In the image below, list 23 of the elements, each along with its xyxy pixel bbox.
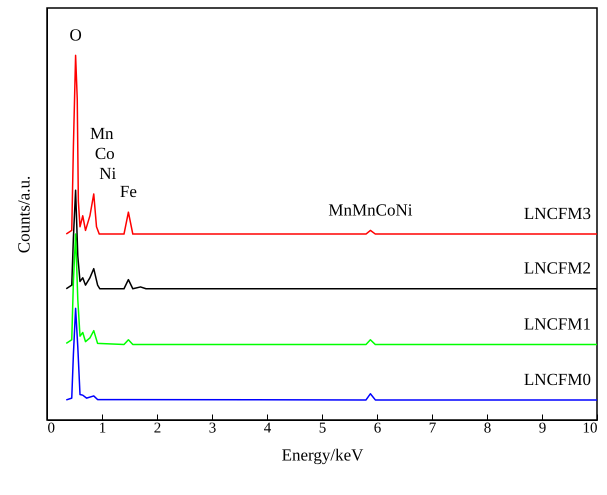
annotation: Co: [94, 144, 115, 163]
annotation: Fe: [120, 182, 137, 202]
annotation: Mn: [90, 124, 114, 143]
annotation: Ni: [99, 164, 117, 183]
x-tick-label: 4: [264, 420, 272, 436]
x-tick-label: 10: [582, 420, 598, 436]
x-tick-label: 0: [48, 420, 55, 436]
x-tick-label: 6: [374, 420, 382, 436]
annotation: MnMnCoNi: [328, 200, 413, 220]
x-tick-label: 3: [208, 420, 216, 436]
x-tick-label: 8: [484, 420, 492, 436]
x-tick-label: 1: [98, 420, 106, 436]
y-axis-title: Counts/a.u.: [14, 176, 34, 254]
annotation: O: [69, 25, 82, 44]
x-tick-label: 5: [318, 420, 326, 436]
x-axis-title: Energy/keV: [282, 446, 364, 464]
x-tick-label: 7: [428, 420, 437, 436]
x-tick-label: 2: [154, 420, 162, 436]
series-label: LNCFM0: [524, 370, 591, 389]
series-label: LNCFM2: [524, 258, 591, 278]
series-label: LNCFM1: [524, 314, 591, 334]
series-label: LNCFM3: [524, 204, 591, 223]
x-tick-label: 9: [538, 420, 546, 436]
